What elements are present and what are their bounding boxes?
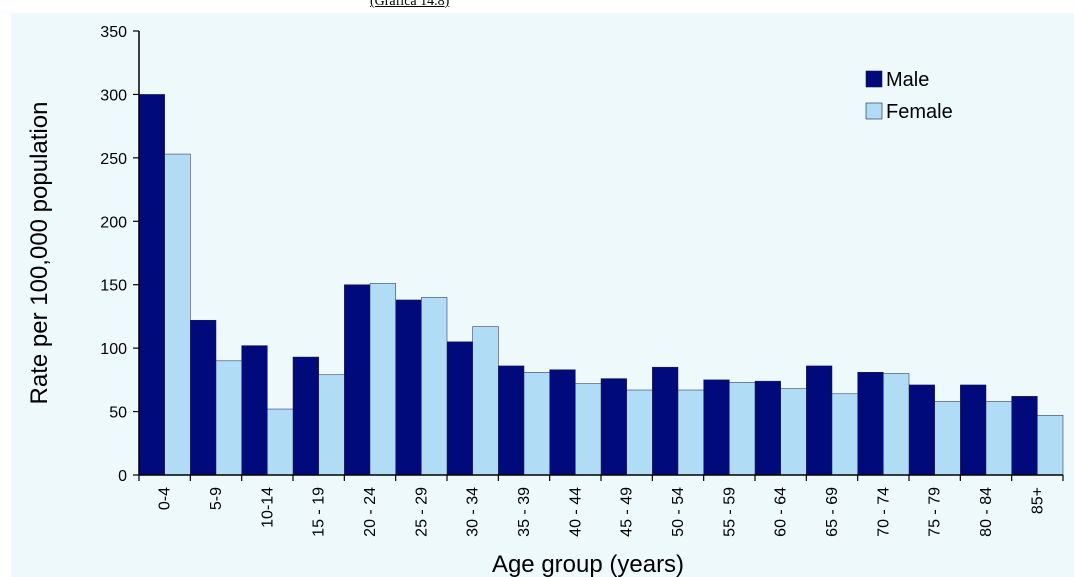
axes-layer — [133, 30, 1064, 481]
bar-female-1 — [215, 360, 242, 476]
x-tick-label-17: 85+ — [1029, 487, 1046, 514]
y-tick-label-6: 300 — [100, 87, 127, 104]
bar-male-4 — [344, 284, 371, 476]
bar-male-11 — [703, 379, 730, 476]
x-tick-label-2: 10-14 — [259, 487, 276, 528]
x-axis-title: Age group (years) — [492, 551, 684, 577]
x-tick-label-16: 80 - 84 — [978, 487, 995, 537]
bar-female-15 — [934, 401, 961, 476]
x-tick-label-8: 40 - 44 — [567, 487, 584, 537]
bar-male-5 — [395, 299, 422, 476]
bar-female-2 — [267, 408, 294, 476]
bar-male-17 — [1011, 396, 1038, 476]
bar-female-9 — [626, 389, 653, 476]
legend-label-male: Male — [886, 69, 929, 91]
bar-female-7 — [523, 372, 550, 476]
x-tick-label-9: 45 - 49 — [619, 487, 636, 537]
bar-female-3 — [318, 374, 345, 476]
legend-swatch-male — [865, 70, 883, 88]
y-tick-label-5: 250 — [100, 151, 127, 168]
x-tick-label-7: 35 - 39 — [516, 487, 533, 537]
bar-female-5 — [421, 297, 448, 476]
x-tick-label-6: 30 - 34 — [465, 487, 482, 537]
bar-female-4 — [369, 283, 396, 476]
x-tick-label-5: 25 - 29 — [413, 487, 430, 537]
bar-male-12 — [754, 380, 781, 476]
figure-caption: (Gráfica 14.8) — [370, 0, 450, 9]
bar-male-16 — [960, 384, 987, 476]
bar-female-13 — [831, 393, 858, 476]
bar-male-7 — [498, 365, 525, 476]
bar-male-9 — [600, 378, 627, 476]
x-tick-label-10: 50 - 54 — [670, 487, 687, 537]
y-tick-label-0: 0 — [118, 468, 127, 485]
legend-label-female: Female — [886, 101, 953, 123]
bar-male-13 — [806, 365, 833, 476]
y-axis-title: Rate per 100,000 population — [26, 102, 53, 405]
y-tick-label-1: 50 — [109, 405, 127, 422]
bar-female-10 — [677, 389, 704, 476]
bar-male-14 — [857, 372, 884, 476]
bar-male-1 — [190, 319, 217, 476]
x-tick-label-13: 65 - 69 — [824, 487, 841, 537]
bar-female-0 — [164, 153, 191, 476]
bar-female-14 — [883, 373, 910, 476]
y-tick-label-2: 100 — [100, 341, 127, 358]
bar-female-16 — [985, 401, 1012, 476]
x-tick-label-1: 5-9 — [208, 487, 225, 510]
bar-chart: 0 50 100 150 200 250 300 350 0-4 5-9 10-14 15 - 19 2… — [26, 24, 1064, 577]
bar-female-6 — [472, 326, 499, 476]
x-tick-label-12: 60 - 64 — [773, 487, 790, 537]
bar-male-3 — [292, 356, 319, 476]
chart-panel: 0 50 100 150 200 250 300 350 0-4 5-9 10-14 15 - 19 2… — [11, 13, 1074, 577]
bar-male-2 — [241, 345, 268, 476]
y-tick-label-4: 200 — [100, 214, 127, 231]
bar-female-8 — [575, 383, 602, 476]
x-tick-label-0: 0-4 — [157, 487, 174, 510]
bar-female-11 — [729, 382, 756, 476]
x-tick-label-14: 70 - 74 — [875, 487, 892, 537]
x-tick-label-3: 15 - 19 — [311, 487, 328, 537]
y-tick-label-7: 350 — [100, 24, 127, 41]
bars-layer — [138, 94, 1064, 476]
legend: Male Female — [865, 69, 953, 123]
x-tick-label-4: 20 - 24 — [362, 487, 379, 537]
x-tick-label-11: 55 - 59 — [721, 487, 738, 537]
bar-male-6 — [446, 341, 473, 476]
bar-male-8 — [549, 369, 576, 476]
y-tick-label-3: 150 — [100, 278, 127, 295]
tick-labels: 0 50 100 150 200 250 300 350 0-4 5-9 10-14 15 - 19 2… — [100, 24, 1046, 537]
bar-male-0 — [138, 94, 165, 476]
bar-female-17 — [1037, 415, 1064, 476]
bar-female-12 — [780, 388, 807, 476]
legend-swatch-female — [865, 102, 883, 120]
bar-male-10 — [652, 366, 679, 476]
x-tick-label-15: 75 - 79 — [927, 487, 944, 537]
bar-male-15 — [908, 384, 935, 476]
